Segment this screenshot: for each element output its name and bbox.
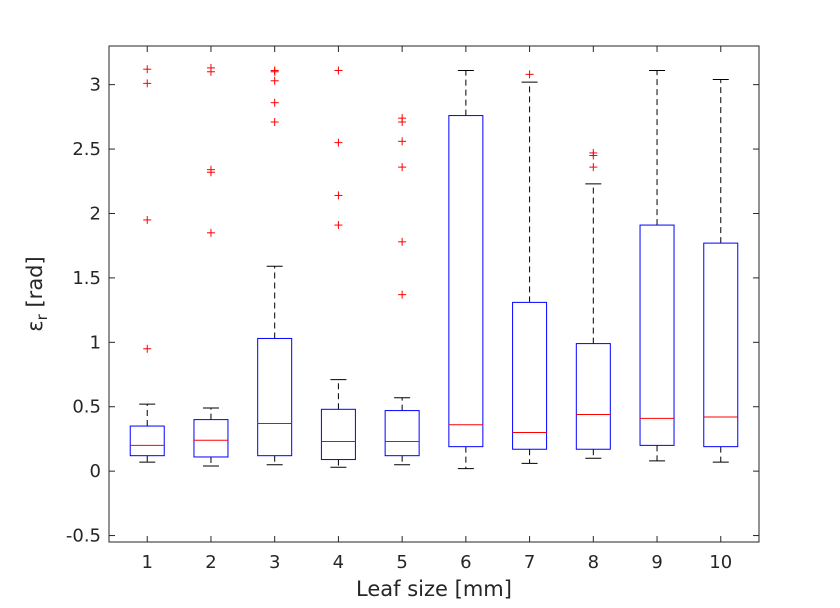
y-tick-label: 2.5	[72, 139, 101, 160]
box-group-9	[639, 69, 675, 462]
y-tick-label: -0.5	[66, 526, 101, 547]
plot-area-frame	[108, 45, 760, 543]
box-group-7	[512, 70, 548, 464]
box-group-4	[320, 66, 356, 468]
x-tick-label: 5	[396, 552, 407, 573]
x-tick-label: 2	[205, 552, 216, 573]
box-iqr	[193, 419, 229, 458]
x-axis-ticks: 1 2 3 4 5 6 7 8 9 10	[142, 46, 732, 573]
box-group-5	[384, 114, 420, 466]
y-tick-label: 0.5	[72, 397, 101, 418]
outlier-marker	[398, 237, 407, 246]
box-iqr	[575, 343, 611, 450]
box-group-3	[257, 66, 293, 466]
x-tick-label: 10	[709, 552, 732, 573]
x-tick-label: 7	[524, 552, 535, 573]
box-iqr	[512, 301, 548, 450]
x-tick-label: 1	[142, 552, 153, 573]
outlier-marker	[589, 148, 598, 157]
outlier-marker	[206, 165, 215, 174]
x-tick-label: 4	[333, 552, 344, 573]
outlier-marker	[143, 344, 152, 353]
x-axis-title: Leaf size [mm]	[356, 577, 512, 601]
outlier-marker	[270, 76, 279, 85]
box-group-1	[129, 65, 165, 463]
y-tick-label: 3	[90, 75, 101, 96]
outlier-marker	[206, 228, 215, 237]
outlier-marker	[398, 137, 407, 146]
box-iqr	[448, 115, 484, 448]
outlier-marker	[143, 215, 152, 224]
y-tick-label: 0	[90, 461, 101, 482]
y-axis-title: εr [rad]	[23, 256, 51, 331]
y-tick-label: 1.5	[72, 268, 101, 289]
outlier-marker	[143, 65, 152, 74]
box-group-6	[448, 69, 484, 470]
outlier-marker	[334, 191, 343, 200]
box-iqr	[384, 410, 420, 457]
outlier-marker	[525, 70, 534, 79]
box-plot-marks	[129, 63, 739, 470]
box-group-8	[575, 148, 611, 459]
y-tick-label: 1	[90, 332, 101, 353]
outlier-marker	[270, 118, 279, 127]
outlier-marker	[398, 163, 407, 172]
outlier-marker	[206, 63, 215, 72]
box-iqr	[703, 242, 739, 448]
outlier-marker	[270, 66, 279, 75]
x-tick-label: 9	[651, 552, 662, 573]
y-axis-title-unit: [rad]	[23, 256, 47, 314]
y-axis-ticks: -0.5 0 0.5 1 1.5 2 2.5 3	[66, 75, 759, 547]
x-tick-label: 6	[460, 552, 471, 573]
box-iqr	[257, 337, 293, 457]
outlier-marker	[398, 290, 407, 299]
outlier-marker	[334, 66, 343, 75]
outlier-marker	[334, 221, 343, 230]
box-iqr	[320, 408, 356, 461]
x-tick-label: 3	[269, 552, 280, 573]
outlier-marker	[143, 79, 152, 88]
y-axis-title-subscript: r	[33, 313, 51, 320]
box-group-10	[703, 78, 739, 463]
y-tick-label: 2	[90, 203, 101, 224]
box-group-2	[193, 63, 229, 467]
box-iqr	[129, 425, 165, 457]
y-axis-title-symbol: ε	[23, 320, 47, 331]
box-iqr	[639, 224, 675, 446]
x-tick-label: 8	[588, 552, 599, 573]
outlier-marker	[334, 138, 343, 147]
outlier-marker	[398, 114, 407, 123]
outlier-marker	[270, 98, 279, 107]
outlier-marker	[589, 163, 598, 172]
